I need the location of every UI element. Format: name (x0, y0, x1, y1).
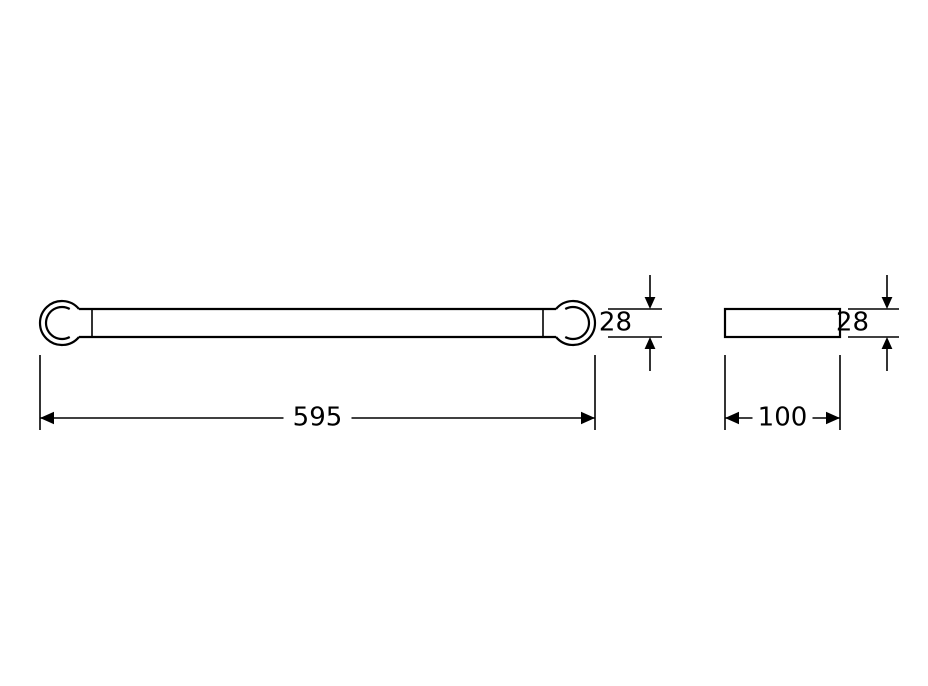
side-view (725, 309, 840, 337)
dimension-width-side-label: 100 (758, 403, 808, 433)
dimension-height-side-label: 28 (836, 308, 869, 338)
dimension-height-side: 28 (836, 275, 899, 371)
front-view (40, 301, 595, 345)
dimension-height-front-label: 28 (599, 308, 632, 338)
dimension-width-side: 100 (725, 355, 840, 433)
dimension-height-front: 28 (599, 275, 662, 371)
dimension-width-front: 595 (40, 355, 595, 433)
dimension-width-front-label: 595 (293, 403, 343, 433)
